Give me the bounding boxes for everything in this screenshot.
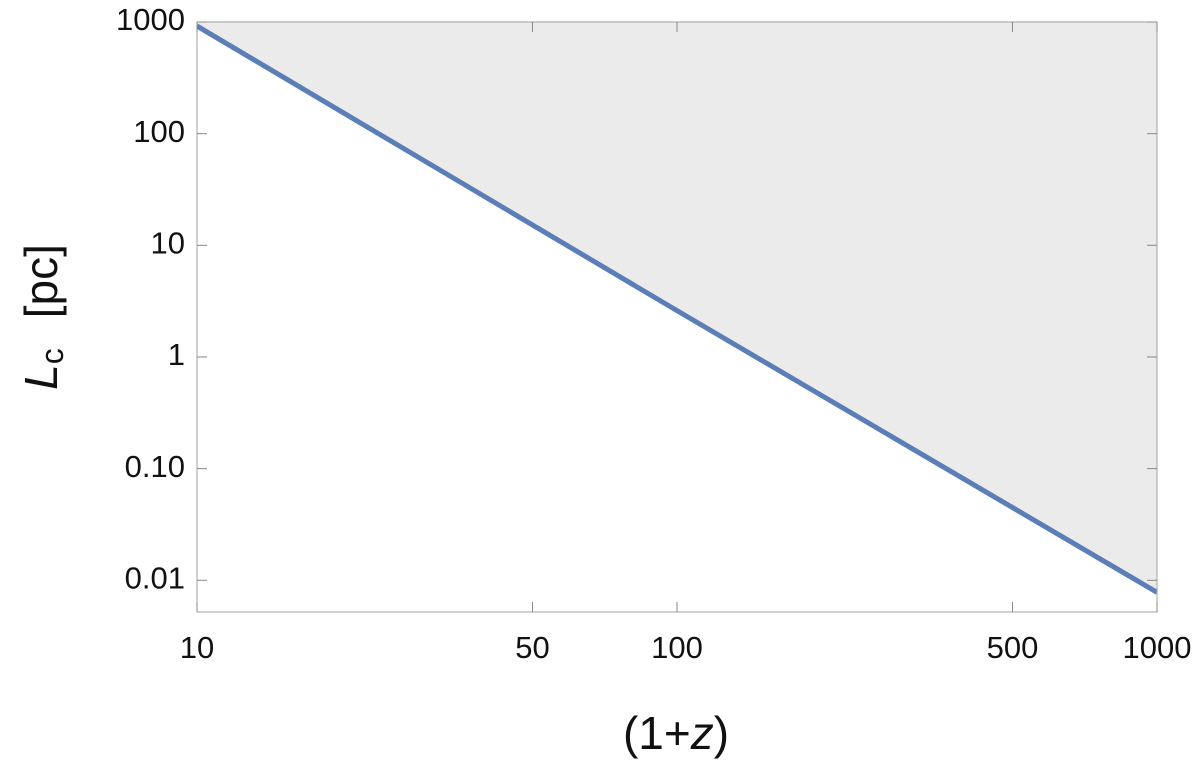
x-label-part: ) <box>714 707 729 759</box>
x-label-part: z <box>690 707 714 759</box>
y-label-part: L <box>15 364 67 390</box>
y-axis-label: Lc [pc] <box>15 244 70 390</box>
y-tick-label: 10 <box>151 226 185 261</box>
y-tick-label: 100 <box>133 114 185 149</box>
y-label-part: [pc] <box>15 244 67 318</box>
x-label-part: (1+ <box>623 707 691 759</box>
x-axis-label: (1+z) <box>623 707 729 759</box>
y-tick-label: 1000 <box>116 2 185 37</box>
y-tick-label: 0.10 <box>125 449 185 484</box>
x-tick-label: 1000 <box>1123 630 1192 665</box>
x-tick-label: 500 <box>987 630 1039 665</box>
data-line <box>197 23 1157 595</box>
y-tick-label: 0.01 <box>125 560 185 595</box>
x-tick-label: 50 <box>515 630 549 665</box>
y-tick-label: 1 <box>168 337 185 372</box>
x-tick-label: 100 <box>651 630 703 665</box>
y-label-part: c <box>34 348 70 364</box>
x-tick-label: 10 <box>180 630 214 665</box>
